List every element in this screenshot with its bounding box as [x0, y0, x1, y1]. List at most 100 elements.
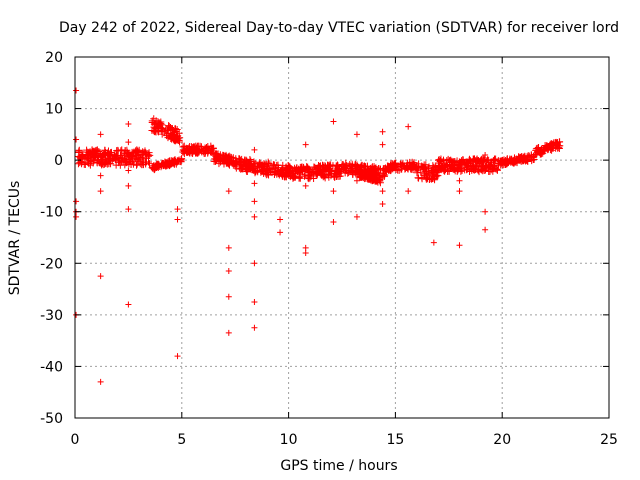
- data-point: [219, 151, 227, 159]
- data-point: [468, 166, 476, 174]
- data-point: [201, 149, 209, 157]
- data-point: [212, 150, 220, 158]
- data-point: [116, 161, 124, 169]
- data-point: [145, 160, 153, 168]
- data-point: [103, 160, 111, 168]
- data-point: [97, 273, 104, 280]
- data-point: [121, 146, 129, 154]
- data-point: [237, 164, 245, 172]
- data-point: [77, 151, 85, 159]
- data-point: [373, 175, 381, 183]
- data-point: [475, 168, 483, 176]
- y-tick-label: 20: [45, 50, 63, 66]
- data-point: [325, 161, 333, 169]
- data-point: [324, 171, 332, 179]
- data-point: [444, 167, 452, 175]
- data-point: [353, 131, 360, 138]
- data-point: [456, 242, 463, 249]
- data-point: [553, 140, 561, 148]
- data-point: [133, 161, 141, 169]
- data-point: [95, 159, 103, 167]
- data-point: [73, 198, 80, 205]
- data-point: [509, 159, 517, 167]
- data-point: [175, 136, 183, 144]
- data-point: [133, 146, 141, 154]
- data-point: [543, 141, 551, 149]
- data-point: [260, 160, 268, 168]
- data-point: [333, 169, 341, 177]
- data-point: [155, 119, 163, 127]
- data-point: [456, 188, 463, 195]
- data-point: [413, 163, 421, 171]
- data-point: [118, 156, 126, 164]
- y-axis-title: SDTVAR / TECUs: [7, 181, 23, 296]
- data-point: [213, 155, 221, 163]
- data-point: [153, 164, 161, 172]
- data-point: [282, 172, 290, 180]
- data-point: [194, 142, 202, 150]
- data-point: [125, 150, 133, 158]
- data-point: [244, 165, 252, 173]
- data-point: [347, 165, 355, 173]
- data-point: [453, 167, 461, 175]
- data-point: [321, 172, 329, 180]
- data-point: [225, 188, 232, 195]
- data-point: [101, 148, 109, 156]
- data-point: [473, 156, 481, 164]
- data-point: [264, 170, 272, 178]
- data-point: [160, 128, 168, 136]
- data-point: [379, 200, 386, 207]
- data-point: [482, 226, 489, 233]
- data-point: [353, 213, 360, 220]
- data-point: [333, 162, 341, 170]
- y-tick-label: -40: [40, 359, 63, 375]
- data-point: [251, 260, 258, 267]
- data-point: [274, 170, 282, 178]
- data-point: [482, 208, 489, 215]
- data-point: [524, 152, 532, 160]
- data-point: [392, 159, 400, 167]
- data-point: [73, 87, 80, 94]
- data-point: [363, 173, 371, 181]
- data-point: [90, 156, 98, 164]
- data-point: [351, 163, 359, 171]
- data-point: [277, 216, 284, 223]
- data-point: [97, 172, 104, 179]
- data-point: [247, 157, 255, 165]
- data-point: [497, 160, 505, 168]
- data-point: [353, 177, 360, 184]
- data-point: [106, 152, 114, 160]
- data-point: [469, 165, 477, 173]
- data-point: [97, 159, 105, 167]
- data-point: [298, 165, 306, 173]
- data-point: [212, 156, 220, 164]
- x-axis-title: GPS time / hours: [280, 458, 397, 474]
- data-point: [242, 156, 250, 164]
- x-tick-label: 0: [71, 432, 80, 448]
- data-point: [86, 161, 94, 169]
- data-point: [116, 151, 124, 159]
- data-point: [225, 244, 232, 251]
- data-point: [174, 216, 181, 223]
- data-point: [405, 123, 412, 130]
- data-point: [302, 141, 309, 148]
- data-point: [325, 170, 333, 178]
- data-point: [414, 166, 422, 174]
- data-point: [150, 115, 158, 123]
- data-point: [360, 162, 368, 170]
- data-point: [484, 156, 492, 164]
- data-point: [407, 162, 415, 170]
- data-point: [445, 157, 453, 165]
- data-point: [273, 161, 281, 169]
- axis-ticks: [74, 56, 610, 419]
- data-point: [159, 159, 167, 167]
- data-point: [414, 174, 422, 182]
- y-tick-label: -50: [40, 411, 63, 427]
- data-point: [132, 147, 140, 155]
- data-point: [342, 159, 350, 167]
- data-point: [379, 188, 386, 195]
- data-point: [225, 293, 232, 300]
- data-point: [125, 167, 132, 174]
- data-point: [277, 166, 285, 174]
- data-point: [444, 155, 452, 163]
